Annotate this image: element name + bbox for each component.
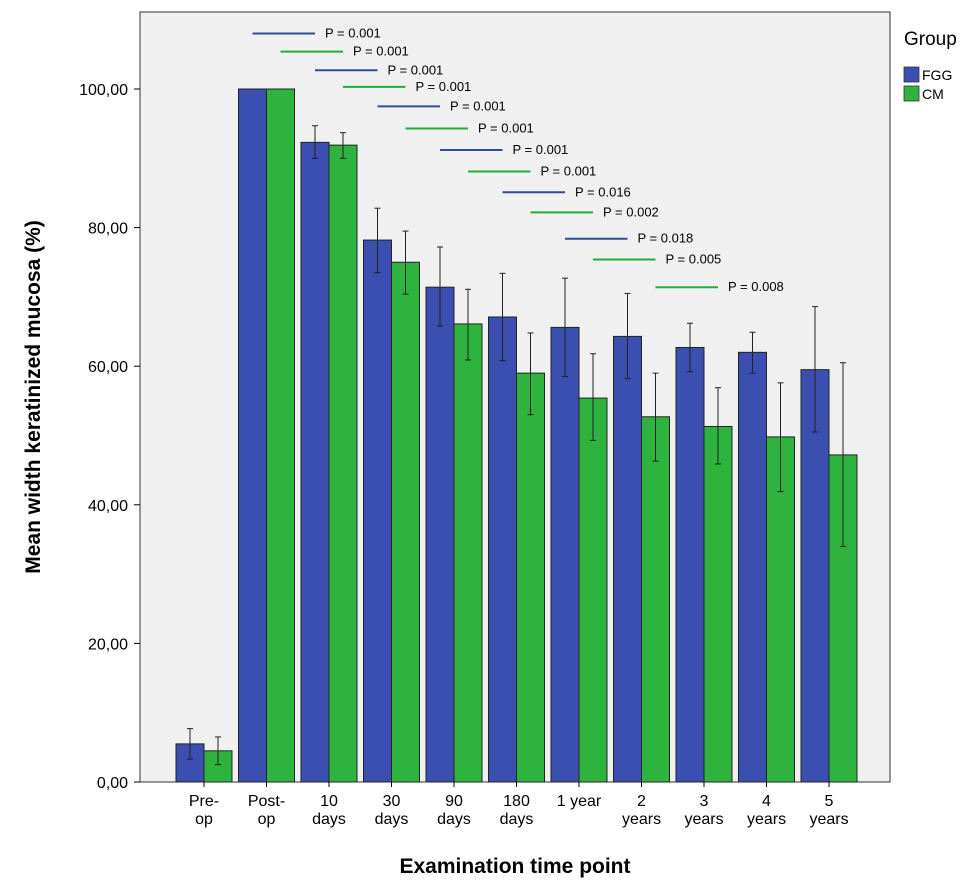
x-tick-label: days xyxy=(312,811,346,828)
error-bars xyxy=(187,88,846,766)
x-tick-label: 3 xyxy=(700,793,709,810)
x-tick-label: years xyxy=(809,811,848,828)
bar-fgg xyxy=(613,335,642,783)
x-axis: Pre-opPost-op10days30days90days180days1 … xyxy=(189,782,849,828)
bar-fgg xyxy=(488,316,517,783)
p-value-label: P = 0.005 xyxy=(666,251,722,266)
p-value-label: P = 0.001 xyxy=(388,62,444,77)
y-tick-label: 40,00 xyxy=(88,498,128,515)
bar-cm xyxy=(266,88,295,783)
bar-cm xyxy=(703,425,733,783)
x-tick-label: 10 xyxy=(320,793,338,810)
p-value-label: P = 0.001 xyxy=(513,142,569,157)
y-tick-label: 80,00 xyxy=(88,221,128,238)
x-tick-label: days xyxy=(375,811,409,828)
bar-cm xyxy=(516,372,545,783)
legend-swatch-fgg xyxy=(903,66,920,83)
x-tick-label: 5 xyxy=(825,793,834,810)
bar-cm xyxy=(641,416,670,783)
bar-cm xyxy=(328,144,358,783)
y-axis-title: Mean width keratinized mucosa (%) xyxy=(22,220,45,574)
p-value-label: P = 0.001 xyxy=(450,98,506,113)
p-value-label: P = 0.018 xyxy=(638,231,694,246)
p-value-label: P = 0.008 xyxy=(728,279,784,294)
x-tick-label: Pre- xyxy=(189,793,219,810)
bar-fgg xyxy=(675,346,705,783)
x-tick-label: years xyxy=(747,811,786,828)
p-value-label: P = 0.016 xyxy=(575,184,631,199)
bar-fgg xyxy=(550,326,580,783)
x-tick-label: 1 year xyxy=(557,793,602,810)
legend-swatch-cm xyxy=(903,85,920,102)
y-tick-label: 20,00 xyxy=(88,636,128,653)
x-tick-label: 180 xyxy=(503,793,530,810)
x-tick-label: 2 xyxy=(637,793,646,810)
x-tick-label: Post- xyxy=(248,793,285,810)
legend-label-fgg: FGG xyxy=(922,67,952,83)
p-value-label: P = 0.001 xyxy=(541,163,597,178)
y-tick-label: 100,00 xyxy=(79,82,128,99)
x-tick-label: 4 xyxy=(762,793,771,810)
y-axis: 0,00 20,00 40,00 60,00 80,00 100,00 xyxy=(79,82,140,792)
x-tick-label: days xyxy=(437,811,471,828)
x-tick-label: years xyxy=(622,811,661,828)
y-tick-label: 0,00 xyxy=(97,775,128,792)
x-tick-label: op xyxy=(258,811,276,828)
p-value-label: P = 0.001 xyxy=(325,26,381,41)
legend: Group FGG CM xyxy=(903,29,957,102)
x-axis-title: Examination time point xyxy=(399,855,630,878)
legend-label-cm: CM xyxy=(922,86,944,102)
bar-cm xyxy=(453,323,483,783)
y-tick-label: 60,00 xyxy=(88,359,128,376)
bar-fgg xyxy=(300,141,330,783)
x-tick-label: days xyxy=(500,811,534,828)
bar-fgg xyxy=(738,351,767,783)
p-value-label: P = 0.002 xyxy=(603,204,659,219)
bar-fgg xyxy=(425,286,455,783)
bar-cm xyxy=(578,397,608,783)
x-tick-label: 30 xyxy=(383,793,401,810)
x-tick-label: op xyxy=(195,811,213,828)
legend-title: Group xyxy=(904,29,957,50)
x-tick-label: 90 xyxy=(445,793,463,810)
x-tick-label: years xyxy=(684,811,723,828)
bar-cm xyxy=(766,436,795,783)
p-value-label: P = 0.001 xyxy=(353,44,409,59)
p-value-label: P = 0.001 xyxy=(416,79,472,94)
significance-annotations: P = 0.001 P = 0.001 P = 0.001 P = 0.001 P = … xyxy=(252,26,784,294)
bar-fgg xyxy=(238,88,267,783)
bar-cm xyxy=(391,261,420,783)
p-value-label: P = 0.001 xyxy=(478,121,534,136)
bar-fgg xyxy=(363,239,392,783)
